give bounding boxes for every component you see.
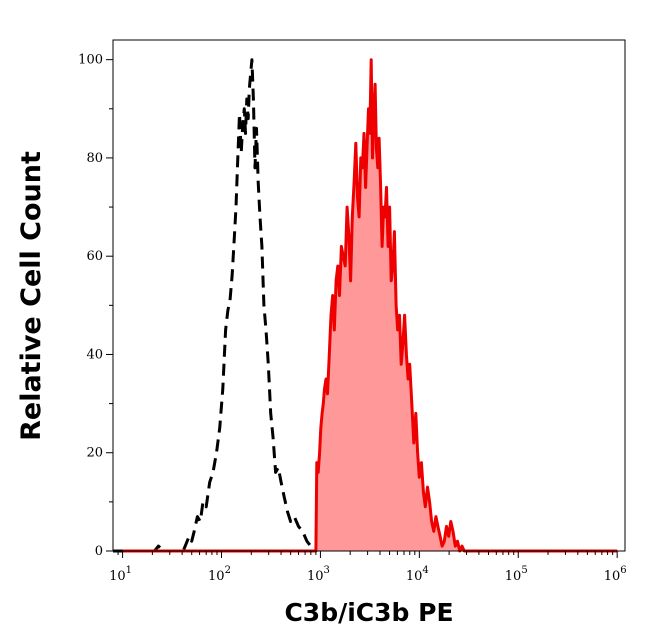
series-0-line: [113, 58, 312, 553]
y-axis-title: Relative Cell Count: [16, 151, 47, 441]
plot-layer: [113, 58, 618, 553]
x-tick-label: 106: [604, 565, 627, 584]
y-axis: 0 20 40 60 80 100: [78, 53, 113, 559]
x-tick-label: 102: [208, 565, 231, 584]
y-tick-label: 40: [86, 347, 103, 362]
series-1-line: [122, 58, 618, 553]
plot-frame: [112, 39, 626, 552]
x-tick-label: 101: [109, 565, 132, 584]
x-axis: 101 102 103 104 105 106: [109, 551, 627, 584]
series-1-area: [122, 59, 618, 551]
y-tick-label: 0: [95, 544, 103, 559]
x-axis-title: C3b/iC3b PE: [284, 598, 453, 627]
y-tick-label: 80: [86, 151, 103, 166]
x-tick-label: 104: [406, 565, 429, 584]
y-tick-label: 60: [86, 249, 103, 264]
y-tick-label: 100: [78, 53, 103, 68]
x-tick-label: 105: [505, 565, 528, 584]
y-tick-label: 20: [86, 446, 103, 461]
x-tick-label: 103: [307, 565, 330, 584]
